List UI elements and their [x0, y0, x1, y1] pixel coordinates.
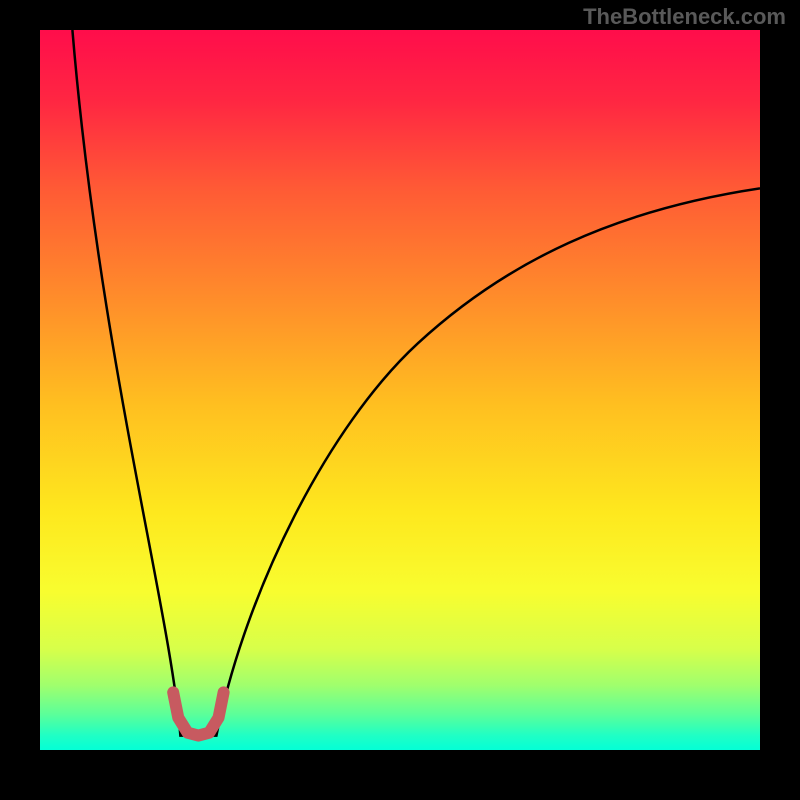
- watermark-text: TheBottleneck.com: [583, 4, 786, 30]
- chart-stage: TheBottleneck.com: [0, 0, 800, 800]
- plot-area: [40, 30, 760, 750]
- chart-svg: [0, 0, 800, 800]
